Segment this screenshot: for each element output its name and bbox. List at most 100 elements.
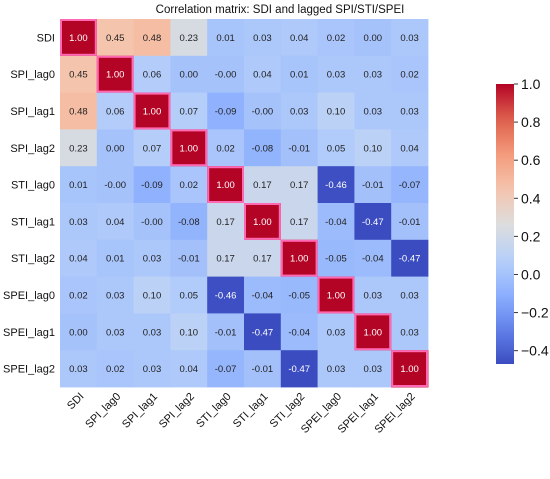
heatmap-cell: [354, 55, 392, 93]
cell-value-label: -0.01: [215, 327, 237, 338]
cell-value-label: 0.45: [106, 33, 125, 44]
heatmap-cell: [207, 129, 245, 167]
cell-value-label: 1.00: [400, 364, 419, 375]
heatmap-cell: [317, 350, 355, 388]
cell-value-label: 0.48: [69, 107, 88, 118]
heatmap-cell: [96, 92, 134, 130]
heatmap-cell: [170, 276, 208, 314]
column-tick-label: SDI: [65, 391, 86, 412]
cell-value-label: 0.04: [69, 254, 88, 265]
cell-value-label: 0.17: [216, 217, 235, 228]
diagonal-highlight: [317, 276, 355, 314]
cell-value-label: 0.03: [106, 291, 125, 302]
cell-value-label: 0.04: [180, 364, 199, 375]
heatmap-cell: [170, 55, 208, 93]
heatmap-cell: [133, 92, 171, 130]
heatmap-cell: [354, 129, 392, 167]
heatmap-cells: [60, 19, 429, 388]
heatmap-cell: [133, 350, 171, 388]
cell-value-label: 0.06: [143, 70, 162, 81]
heatmap-cell: [244, 276, 282, 314]
cell-value-label: 0.01: [69, 180, 88, 191]
cell-value-label: -0.47: [362, 217, 384, 228]
row-tick-label: SPEI_lag1: [3, 327, 55, 339]
heatmap-cell: [280, 313, 318, 351]
heatmap-cell: [96, 129, 134, 167]
cell-value-label: 0.00: [180, 70, 199, 81]
cell-value-label: 0.03: [400, 327, 419, 338]
heatmap-cell: [391, 19, 429, 57]
row-tick-label: STI_lag1: [11, 216, 55, 228]
cell-value-label: 0.02: [180, 180, 199, 191]
cell-value-label: -0.01: [288, 143, 310, 154]
heatmap-cell: [354, 350, 392, 388]
heatmap-cell: [207, 92, 245, 130]
heatmap-cell: [60, 92, 98, 130]
cell-value-label: 0.17: [290, 180, 309, 191]
diagonal-highlight: [170, 129, 208, 167]
cell-value-label: 0.01: [290, 70, 309, 81]
heatmap-cell: [317, 203, 355, 241]
row-tick-label: SPI_lag2: [10, 143, 55, 155]
colorbar-gradient: [496, 84, 514, 364]
cell-value-label: 0.23: [180, 33, 199, 44]
heatmap-cell: [354, 239, 392, 277]
heatmap-cell: [391, 92, 429, 130]
cell-value-label: 0.23: [69, 143, 88, 154]
heatmap-cell: [133, 129, 171, 167]
heatmap-cell: [170, 239, 208, 277]
cell-value-label: 1.00: [327, 291, 346, 302]
cell-value-label: -0.07: [215, 364, 237, 375]
heatmap-cell: [280, 203, 318, 241]
heatmap-cell: [280, 276, 318, 314]
heatmap-cell: [133, 276, 171, 314]
cell-value-label: 0.17: [253, 254, 272, 265]
cell-value-label: -0.08: [252, 143, 274, 154]
heatmap-cell: [244, 19, 282, 57]
cell-value-label: 0.02: [106, 364, 125, 375]
colorbar: 1.0 0.8 0.6 0.4 0.2 0.0 −0.2 −0.4: [496, 76, 549, 364]
cell-value-label: -0.01: [252, 364, 274, 375]
row-tick-label: STI_lag2: [11, 253, 55, 265]
heatmap-cell: [60, 19, 98, 57]
heatmap-cell: [60, 239, 98, 277]
heatmap-cell: [244, 92, 282, 130]
cell-value-label: 0.03: [69, 217, 88, 228]
cell-value-label: 0.03: [143, 364, 162, 375]
column-tick-label: STI_lag1: [231, 391, 271, 431]
heatmap-cell: [317, 55, 355, 93]
heatmap-cell: [317, 276, 355, 314]
heatmap-cell: [244, 55, 282, 93]
diagonal-highlight: [133, 92, 171, 130]
heatmap-cell: [60, 313, 98, 351]
heatmap-cell: [170, 203, 208, 241]
row-tick-label: SPEI_lag2: [3, 364, 55, 376]
colorbar-tick-label: 0.6: [521, 152, 541, 168]
column-tick-label: SPEI_lag2: [372, 391, 417, 436]
chart-title: Correlation matrix: SDI and lagged SPI/S…: [156, 4, 405, 16]
cell-value-label: 0.03: [400, 107, 419, 118]
cell-value-label: 0.01: [106, 254, 125, 265]
heatmap-cell: [133, 313, 171, 351]
cell-value-label: -0.04: [325, 217, 347, 228]
heatmap-cell: [317, 92, 355, 130]
cell-value-label: 0.04: [290, 33, 309, 44]
cell-value-label: 0.17: [290, 217, 309, 228]
colorbar-tick-label: 1.0: [521, 76, 541, 92]
heatmap-cell: [317, 129, 355, 167]
cell-value-label: 0.10: [180, 327, 199, 338]
row-tick-labels: SDI SPI_lag0 SPI_lag1 SPI_lag2 STI_lag0 STI_l…: [3, 32, 55, 375]
cell-value-label: 0.01: [216, 33, 235, 44]
heatmap-cell: [317, 239, 355, 277]
heatmap-cell: [207, 19, 245, 57]
diagonal-highlight: [60, 19, 97, 56]
heatmap-cell: [170, 313, 208, 351]
cell-value-label: 0.10: [327, 107, 346, 118]
cell-value-label: 0.00: [106, 143, 125, 154]
cell-value-label: 0.45: [69, 70, 88, 81]
heatmap-cell: [133, 166, 171, 204]
heatmap-cell: [391, 239, 429, 277]
cell-value-label: 0.03: [364, 107, 383, 118]
cell-value-label: 0.10: [364, 143, 383, 154]
heatmap-cell: [60, 55, 98, 93]
